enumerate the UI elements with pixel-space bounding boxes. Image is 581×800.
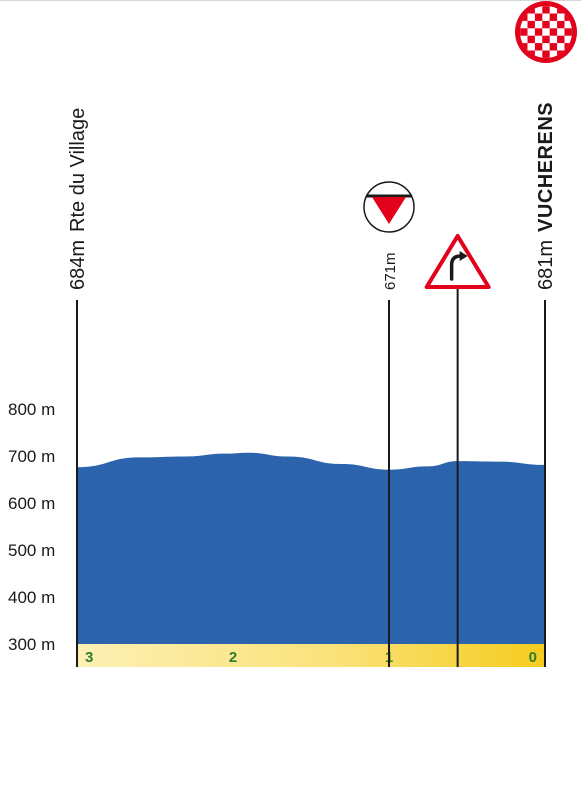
y-tick-label-500: 500 m: [8, 541, 55, 560]
marker-label-3: 681m VUCHERENS: [535, 102, 557, 290]
valley-point-icon: [363, 181, 415, 233]
y-tick-label-400: 400 m: [8, 588, 55, 607]
top-border: [0, 0, 581, 1]
y-tick-label-700: 700 m: [8, 447, 55, 466]
marker-label-0: 684m Rte du Village: [67, 108, 89, 290]
marker-name-0: Rte du Village: [67, 108, 89, 232]
marker-label-1: 671m: [382, 252, 399, 290]
marker-name-3: VUCHERENS: [535, 102, 557, 232]
x-tick-label-km-3: 3: [85, 649, 93, 666]
x-tick-label-km-0: 0: [529, 649, 537, 666]
y-tick-label-800: 800 m: [8, 400, 55, 419]
marker-elevation-3: 681m: [535, 240, 557, 290]
y-tick-label-300: 300 m: [8, 635, 55, 654]
elevation-area: [77, 452, 545, 644]
marker-elevation-1: 671m: [382, 252, 399, 290]
distance-bar: [77, 644, 545, 667]
y-tick-label-600: 600 m: [8, 494, 55, 513]
marker-elevation-0: 684m: [67, 240, 89, 290]
finish-flag-icon: [515, 1, 577, 63]
x-tick-label-km-2: 2: [229, 649, 237, 666]
dangerous-curve-sign-icon: [424, 234, 491, 289]
